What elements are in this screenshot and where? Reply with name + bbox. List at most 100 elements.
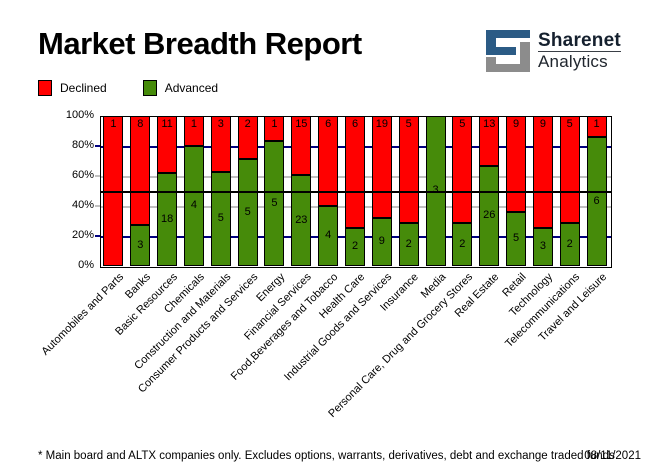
- bar-segment-advanced: [210, 172, 231, 266]
- bar-segment-declined: [291, 116, 312, 175]
- y-axis-tick: [95, 145, 100, 147]
- bar-value-declined: 11: [161, 118, 173, 130]
- bar-3: 11 18: [157, 116, 178, 266]
- bar-segment-advanced: [237, 159, 258, 266]
- bar-value-advanced: 6: [593, 194, 600, 207]
- bar-segment-declined: [210, 116, 231, 172]
- y-axis-label: 20%: [71, 229, 94, 241]
- bar-segment-advanced: [183, 146, 204, 266]
- bar-segment-declined: [318, 116, 339, 206]
- bar-value-advanced: 2: [459, 237, 466, 250]
- bar-value-declined: 9: [539, 118, 546, 130]
- declined-swatch: [38, 80, 52, 96]
- bar-value-advanced: 5: [512, 232, 520, 244]
- bar-segment-declined: [559, 116, 580, 223]
- bar-value-advanced: 4: [190, 199, 197, 211]
- bar-value-advanced: 2: [566, 237, 573, 250]
- y-axis-label: 0%: [78, 259, 94, 271]
- y-axis-tick: [95, 175, 100, 177]
- bar-segment-advanced: [318, 206, 339, 266]
- bar-segment-declined: [532, 116, 553, 228]
- bar-8: 15 23: [291, 116, 312, 266]
- bar-value-declined: 3: [217, 118, 224, 130]
- bar-value-declined: 19: [375, 118, 388, 130]
- report-date: 08/11/2021: [584, 450, 641, 462]
- bar-segment-advanced: [452, 223, 473, 266]
- bar-value-advanced: 4: [325, 229, 332, 241]
- bar-value-declined: 13: [483, 118, 496, 130]
- bar-value-declined: 1: [190, 118, 197, 130]
- bar-segment-declined: [586, 116, 607, 137]
- bar-value-advanced: 5: [217, 212, 224, 224]
- chart-legend: Declined Advanced: [38, 80, 254, 96]
- bar-value-declined: 5: [566, 118, 573, 130]
- bar-segment-declined: [237, 116, 258, 159]
- bar-segment-advanced: [264, 141, 285, 266]
- bar-value-advanced: 3: [432, 184, 439, 196]
- bar-value-declined: 5: [459, 118, 466, 130]
- bar-segment-declined: [506, 116, 527, 212]
- bar-segment-declined: [264, 116, 285, 141]
- advanced-swatch: [142, 80, 157, 96]
- bar-segment-declined: [157, 116, 178, 173]
- bar-value-advanced: 18: [160, 212, 174, 225]
- bar-segment-advanced: [345, 228, 365, 266]
- bar-value-advanced: 23: [295, 213, 308, 226]
- bar-segment-declined: [371, 116, 392, 218]
- bar-value-declined: 8: [137, 118, 144, 130]
- bar-value-declined: 1: [271, 118, 278, 130]
- bar-segment-declined: [130, 116, 151, 225]
- fifty-percent-line: [101, 191, 611, 193]
- bar-segment-declined: [345, 116, 365, 228]
- logo-brand: Sharenet: [538, 30, 621, 51]
- category-label: Automobiles and Parts: [39, 271, 126, 358]
- footnote: * Main board and ALTX companies only. Ex…: [38, 450, 615, 462]
- bar-value-declined: 1: [110, 118, 117, 130]
- bar-value-advanced: 5: [271, 196, 278, 209]
- y-axis-label: 40%: [71, 199, 94, 211]
- logo-subtitle: Analytics: [538, 51, 621, 72]
- bar-segment-declined: [452, 116, 473, 223]
- bar-value-declined: 6: [351, 118, 359, 130]
- bar-value-advanced: 26: [483, 209, 496, 221]
- bar-value-advanced: 3: [137, 238, 144, 251]
- bar-value-declined: 6: [325, 118, 332, 130]
- bar-value-advanced: 2: [405, 237, 412, 250]
- bar-value-declined: 9: [512, 118, 520, 130]
- sharenet-logo: Sharenet Analytics: [486, 30, 621, 72]
- bar-segment-advanced: [371, 218, 392, 266]
- bar-segment-declined: [479, 116, 500, 166]
- bar-segment-advanced: [291, 175, 312, 266]
- bar-value-declined: 2: [244, 118, 251, 130]
- page-title: Market Breadth Report: [38, 26, 362, 61]
- y-axis-label: 60%: [71, 169, 94, 181]
- logo-text: Sharenet Analytics: [538, 30, 621, 72]
- bar-segment-declined: [398, 116, 419, 223]
- bar-segment-advanced: [398, 223, 419, 266]
- bar-value-advanced: 3: [539, 240, 546, 252]
- bar-segment-advanced: [586, 137, 607, 266]
- legend-declined-label: Declined: [60, 81, 107, 95]
- bar-segment-advanced: [506, 212, 527, 266]
- y-axis-label: 100%: [65, 109, 94, 121]
- y-axis-tick: [95, 235, 100, 237]
- bar-segment-advanced: [130, 225, 151, 266]
- bar-segment-advanced: [157, 173, 178, 266]
- y-axis-label: 80%: [71, 139, 94, 151]
- sharenet-logo-icon: [486, 30, 530, 72]
- bar-segment-declined: [183, 116, 204, 146]
- y-axis-tick: [95, 205, 100, 207]
- bar-value-advanced: 9: [378, 235, 385, 247]
- bar-value-declined: 1: [593, 118, 600, 130]
